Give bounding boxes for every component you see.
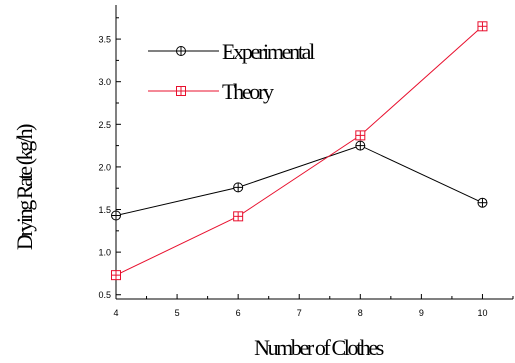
y-tick-label: 3.5 — [98, 35, 111, 45]
legend-label: Experimental — [222, 39, 315, 64]
series-group — [111, 21, 488, 281]
data-point — [233, 211, 244, 222]
axes-group — [115, 5, 513, 300]
data-point — [111, 270, 121, 281]
x-tick-label: 9 — [419, 308, 424, 318]
x-axis-title: Number of Clothes — [254, 335, 384, 360]
y-tick-label: 2.0 — [98, 162, 111, 172]
y-axis-title: Drying Rate (kg/h) — [12, 124, 37, 250]
y-tick-label: 2.5 — [98, 120, 111, 130]
y-tick-label: 1.5 — [98, 205, 111, 215]
data-point — [355, 140, 366, 151]
ticks-group: 4 5 6 7 8 9 10 0.5 1.0 1.5 2.0 2.5 3.0 3.5 — [98, 17, 514, 318]
series-experimental — [111, 140, 488, 221]
legend-item-theory: Theory — [148, 79, 276, 104]
x-tick-label: 8 — [358, 308, 363, 318]
legend: Experimental Theory — [148, 39, 317, 104]
y-tick-label: 0.5 — [98, 290, 111, 300]
data-point — [111, 210, 121, 221]
data-point — [233, 182, 244, 193]
x-tick-label: 7 — [297, 308, 302, 318]
legend-item-experimental: Experimental — [148, 39, 317, 64]
x-tick-label: 6 — [236, 308, 241, 318]
data-point — [355, 130, 366, 141]
x-tick-label: 10 — [477, 308, 487, 318]
data-point — [477, 21, 488, 32]
legend-label: Theory — [222, 79, 274, 104]
y-tick-label: 3.0 — [98, 77, 111, 87]
series-line — [115, 145, 483, 216]
x-tick-label: 4 — [113, 308, 118, 318]
series-line — [115, 25, 483, 276]
series-theory — [111, 21, 488, 281]
data-point — [477, 197, 488, 208]
y-tick-label: 1.0 — [98, 248, 111, 258]
x-tick-label: 5 — [175, 308, 180, 318]
